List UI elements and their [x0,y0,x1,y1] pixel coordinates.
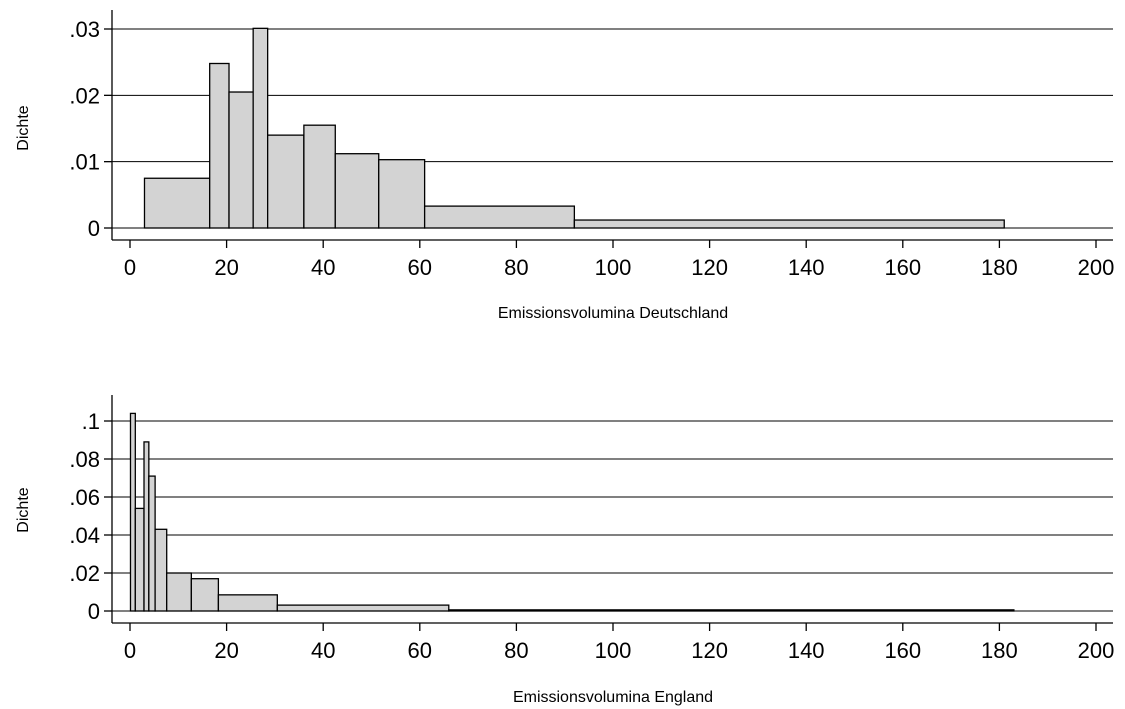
x-tick-label: 80 [504,638,528,663]
histogram-bar [148,475,156,612]
x-tick-label: 200 [1078,255,1115,280]
x-tick-label: 40 [311,638,335,663]
x-tick-label: 100 [595,255,632,280]
x-tick-label: 200 [1078,638,1115,663]
x-tick-label: 40 [311,255,335,280]
y-tick-label: .01 [69,150,100,175]
x-tick-label: 120 [691,638,728,663]
histogram-panel-1: 0 .01 .02 .03 0 20 40 60 80 100 120 140 160 180 200 Dic… [15,10,1114,322]
histogram-bar [228,91,254,229]
x-tick-label: 140 [788,638,825,663]
x-tick-label: 20 [214,255,238,280]
histogram-bar [217,594,278,612]
y-axis-title: Dichte [15,487,32,532]
histogram-bar [252,27,269,229]
x-tick-label: 0 [124,255,136,280]
x-tick-label: 160 [884,638,921,663]
x-tick-label: 80 [504,255,528,280]
histogram-bar [190,578,220,612]
y-tick-label: .03 [69,17,100,42]
y-tick-label: .08 [69,447,100,472]
histogram-bar [143,441,150,612]
histogram-bar [134,507,145,612]
y-tick-label: .06 [69,485,100,510]
histogram-bar [166,572,192,612]
x-tick-label: 120 [691,255,728,280]
histogram-bar [154,528,168,612]
x-tick-label: 180 [981,255,1018,280]
x-axis-title: Emissionsvolumina England [513,689,713,706]
y-axis-title: Dichte [15,105,32,150]
x-tick-label: 140 [788,255,825,280]
y-tick-label: .02 [69,83,100,108]
histogram-bar [129,412,136,612]
histogram-panel-2: 0 .02 .04 .06 .08 .1 0 20 40 60 80 100 120 140 160 180 2… [15,395,1114,706]
y-tick-label: .1 [82,409,100,434]
x-tick-label: 100 [595,638,632,663]
y-tick-label: 0 [88,216,100,241]
x-tick-label: 60 [408,638,432,663]
histogram-bar [423,205,576,229]
y-tick-label: .02 [69,561,100,586]
histogram-bar [303,124,336,229]
x-tick-label: 20 [214,638,238,663]
x-tick-label: 180 [981,638,1018,663]
y-tick-label: .04 [69,523,100,548]
histogram-bar [573,219,1005,229]
x-axis-title: Emissionsvolumina Deutschland [498,305,728,322]
y-tick-label: 0 [88,599,100,624]
histogram-bar [209,62,230,229]
histogram-bar [334,153,380,229]
x-tick-label: 0 [124,638,136,663]
histogram-bar [448,609,1015,612]
x-tick-label: 160 [884,255,921,280]
histogram-bar [276,604,450,612]
x-tick-label: 60 [408,255,432,280]
histogram-bar [143,177,211,229]
histogram-bar [267,134,305,229]
histogram-bar [378,159,426,229]
